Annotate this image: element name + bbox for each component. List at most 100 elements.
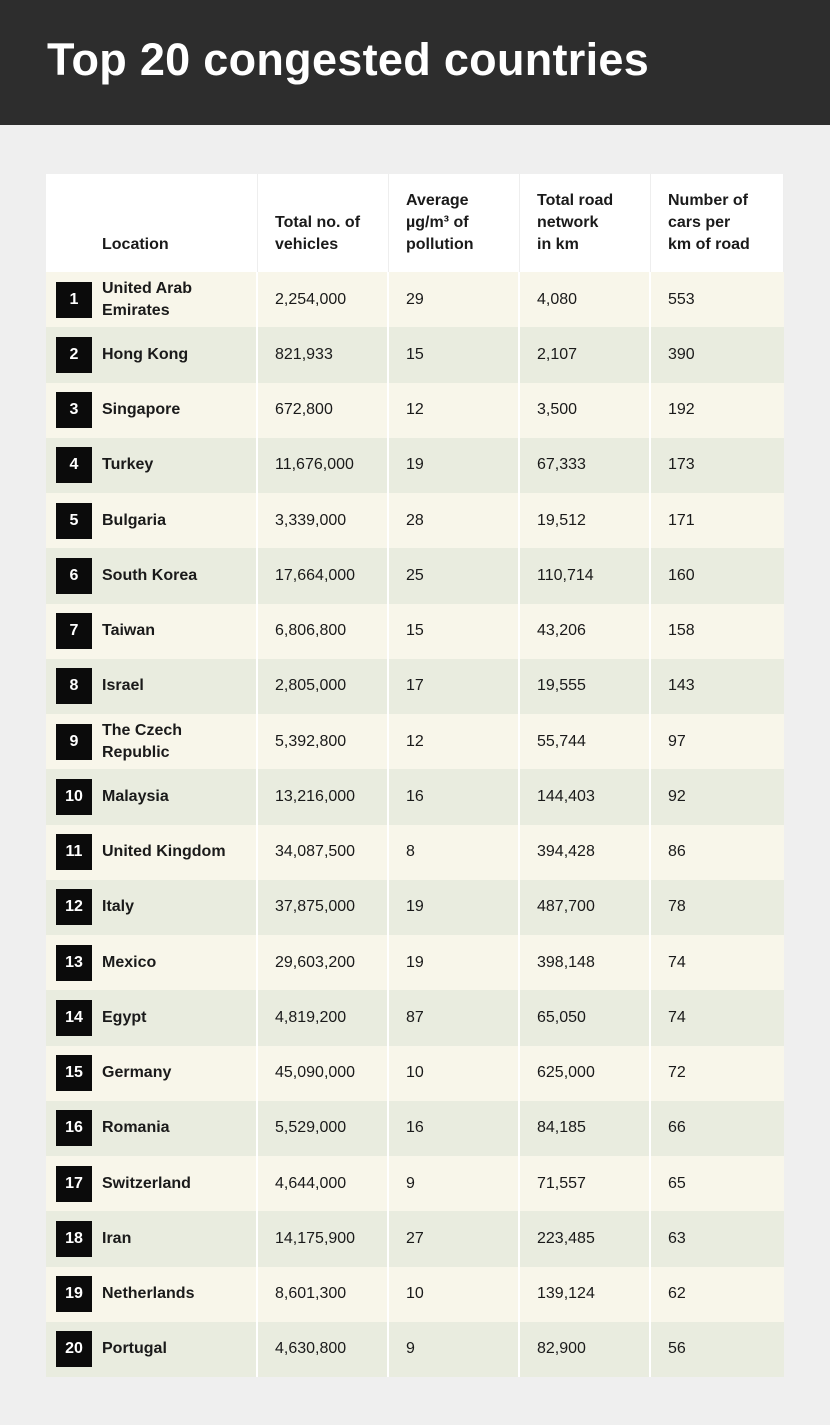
location-name: Iran: [102, 1229, 132, 1247]
data-cell: 14,175,900: [258, 1211, 389, 1267]
table-row: 6 South Korea 17,664,000 25 110,714 160: [46, 548, 784, 604]
data-cell: 67,333: [520, 437, 651, 493]
header-cell: Location: [46, 174, 258, 272]
data-cell: 9: [389, 1321, 520, 1377]
data-cell: 27: [389, 1211, 520, 1267]
header-line: km of road: [668, 236, 750, 253]
data-cell: 55,744: [520, 714, 651, 770]
location-name: Mexico: [102, 953, 157, 971]
data-cell: 45,090,000: [258, 1045, 389, 1101]
location-cell: 1 United Arab Emirates: [46, 272, 258, 328]
data-cell: 71,557: [520, 1156, 651, 1212]
data-cell: 56: [668, 1340, 686, 1358]
location-name: Hong Kong: [102, 345, 189, 363]
location-name: The Czech Republic: [102, 721, 183, 761]
table-row: 18 Iran 14,175,900 27 223,485 63: [46, 1211, 784, 1267]
location-cell: 6 South Korea: [46, 548, 258, 604]
data-cell: 19: [389, 879, 520, 935]
table-row: 5 Bulgaria 3,339,000 28 19,512 171: [46, 493, 784, 549]
data-cell: 19: [389, 437, 520, 493]
data-cell: 672,800: [258, 382, 389, 438]
rank-badge: 3: [56, 392, 92, 429]
location-name: Taiwan: [102, 622, 156, 640]
data-cell: 4,630,800: [258, 1321, 389, 1377]
data-cell: 4,080: [520, 272, 651, 328]
data-cell: 173: [668, 456, 695, 474]
table-row: 3 Singapore 672,800 12 3,500 192: [46, 382, 784, 438]
data-cell: 158: [668, 622, 695, 640]
header-text: Number of cars per km of road: [668, 190, 750, 256]
table-row: 13 Mexico 29,603,200 19 398,148 74: [46, 935, 784, 991]
location-cell: 14 Egypt: [46, 990, 258, 1046]
rank-badge: 9: [56, 723, 92, 760]
location-cell: 5 Bulgaria: [46, 493, 258, 549]
data-cell: 398,148: [520, 935, 651, 991]
data-cell: 62: [668, 1285, 686, 1303]
data-cell: 15: [389, 327, 520, 383]
location-name: Italy: [102, 898, 135, 916]
data-cell: 86: [668, 843, 686, 861]
location-cell: 9 The Czech Republic: [46, 714, 258, 770]
rank-badge: 16: [56, 1110, 92, 1147]
data-cell: 92: [668, 787, 686, 805]
data-cell: 5,392,800: [258, 714, 389, 770]
header-line: cars per: [668, 214, 731, 231]
table-row: 8 Israel 2,805,000 17 19,555 143: [46, 658, 784, 714]
data-cell: 2,107: [520, 327, 651, 383]
rank-badge: 13: [56, 944, 92, 981]
data-cell: 12: [389, 382, 520, 438]
data-cell: 394,428: [520, 824, 651, 880]
data-cell: 19,512: [520, 493, 651, 549]
location-name: Germany: [102, 1064, 172, 1082]
data-cell: 5,529,000: [258, 1100, 389, 1156]
table-row: 20 Portugal 4,630,800 9 82,900 56: [46, 1321, 784, 1377]
header-line: in km: [537, 236, 579, 253]
rank-badge: 4: [56, 447, 92, 484]
location-cell: 19 Netherlands: [46, 1266, 258, 1322]
title: Top 20 congested countries: [47, 34, 650, 85]
rank-badge: 7: [56, 613, 92, 650]
data-cell: 171: [668, 511, 695, 529]
data-cell: 4,644,000: [258, 1156, 389, 1212]
location-name: Turkey: [102, 456, 154, 474]
table-row: 11 United Kingdom 34,087,500 8 394,428 86: [46, 824, 784, 880]
data-cell: 19,555: [520, 658, 651, 714]
data-cell: 16: [389, 1100, 520, 1156]
data-cell: 16: [389, 769, 520, 825]
rank-badge: 6: [56, 557, 92, 594]
location-cell: 11 United Kingdom: [46, 824, 258, 880]
data-cell: 66: [668, 1119, 686, 1137]
header-cell: Number of cars per km of road: [651, 174, 784, 272]
header-line: Total road: [537, 192, 614, 209]
data-cell: 19: [389, 935, 520, 991]
data-cell: 74: [668, 953, 686, 971]
data-cell: 2,254,000: [258, 272, 389, 328]
header-cell: Average µg/m³ of pollution: [389, 174, 520, 272]
header-line: Total no. of: [275, 214, 361, 231]
rank-badge: 12: [56, 889, 92, 926]
location-name: South Korea: [102, 566, 198, 584]
header-line: Number of: [668, 192, 748, 209]
data-cell: 821,933: [258, 327, 389, 383]
location-cell: 2 Hong Kong: [46, 327, 258, 383]
rank-badge: 11: [56, 834, 92, 871]
data-cell: 625,000: [520, 1045, 651, 1101]
header-cell: Total road network in km: [520, 174, 651, 272]
table-row: 14 Egypt 4,819,200 87 65,050 74: [46, 990, 784, 1046]
location-cell: 20 Portugal: [46, 1321, 258, 1377]
rank-badge: 17: [56, 1165, 92, 1202]
data-cell: 8: [389, 824, 520, 880]
data-cell: 3,339,000: [258, 493, 389, 549]
data-cell: 3,500: [520, 382, 651, 438]
location-name: Netherlands: [102, 1285, 195, 1303]
data-cell: 8,601,300: [258, 1266, 389, 1322]
data-cell: 87: [389, 990, 520, 1046]
data-cell: 78: [668, 898, 686, 916]
table: Location Total no. of vehicles Average µg/m³…: [46, 174, 784, 1377]
location-cell: 3 Singapore: [46, 382, 258, 438]
rank-badge: 2: [56, 336, 92, 373]
location-name: Romania: [102, 1119, 170, 1137]
location-cell: 16 Romania: [46, 1100, 258, 1156]
location-cell: 15 Germany: [46, 1045, 258, 1101]
